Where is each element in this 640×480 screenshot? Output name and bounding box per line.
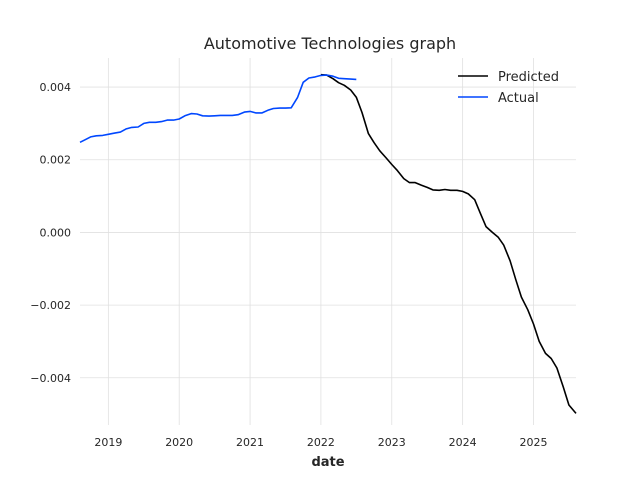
legend-label-actual: Actual [498,91,539,106]
tick-labels: 2019 2020 2021 2022 2023 2024 2025 0.004 0.002 0.… [30,81,547,449]
chart-title: Automotive Technologies graph [204,34,456,53]
y-tick-label: −0.002 [30,299,71,312]
x-axis-label: date [311,455,344,470]
x-tick-label: 2023 [378,436,406,449]
series-line-predicted [320,73,577,414]
x-tick-label: 2019 [94,436,122,449]
y-tick-label: 0.002 [40,154,72,167]
legend: Predicted Actual [458,70,559,106]
x-tick-label: 2022 [307,436,335,449]
y-tick-label: 0.004 [40,81,72,94]
series-line-actual [79,74,357,144]
legend-label-predicted: Predicted [498,70,559,85]
x-tick-label: 2020 [165,436,193,449]
series-lines [79,73,577,414]
y-tick-label: 0.000 [40,226,72,239]
x-tick-label: 2025 [519,436,547,449]
y-tick-label: −0.004 [30,372,71,385]
x-tick-label: 2021 [236,436,264,449]
x-tick-label: 2024 [449,436,477,449]
